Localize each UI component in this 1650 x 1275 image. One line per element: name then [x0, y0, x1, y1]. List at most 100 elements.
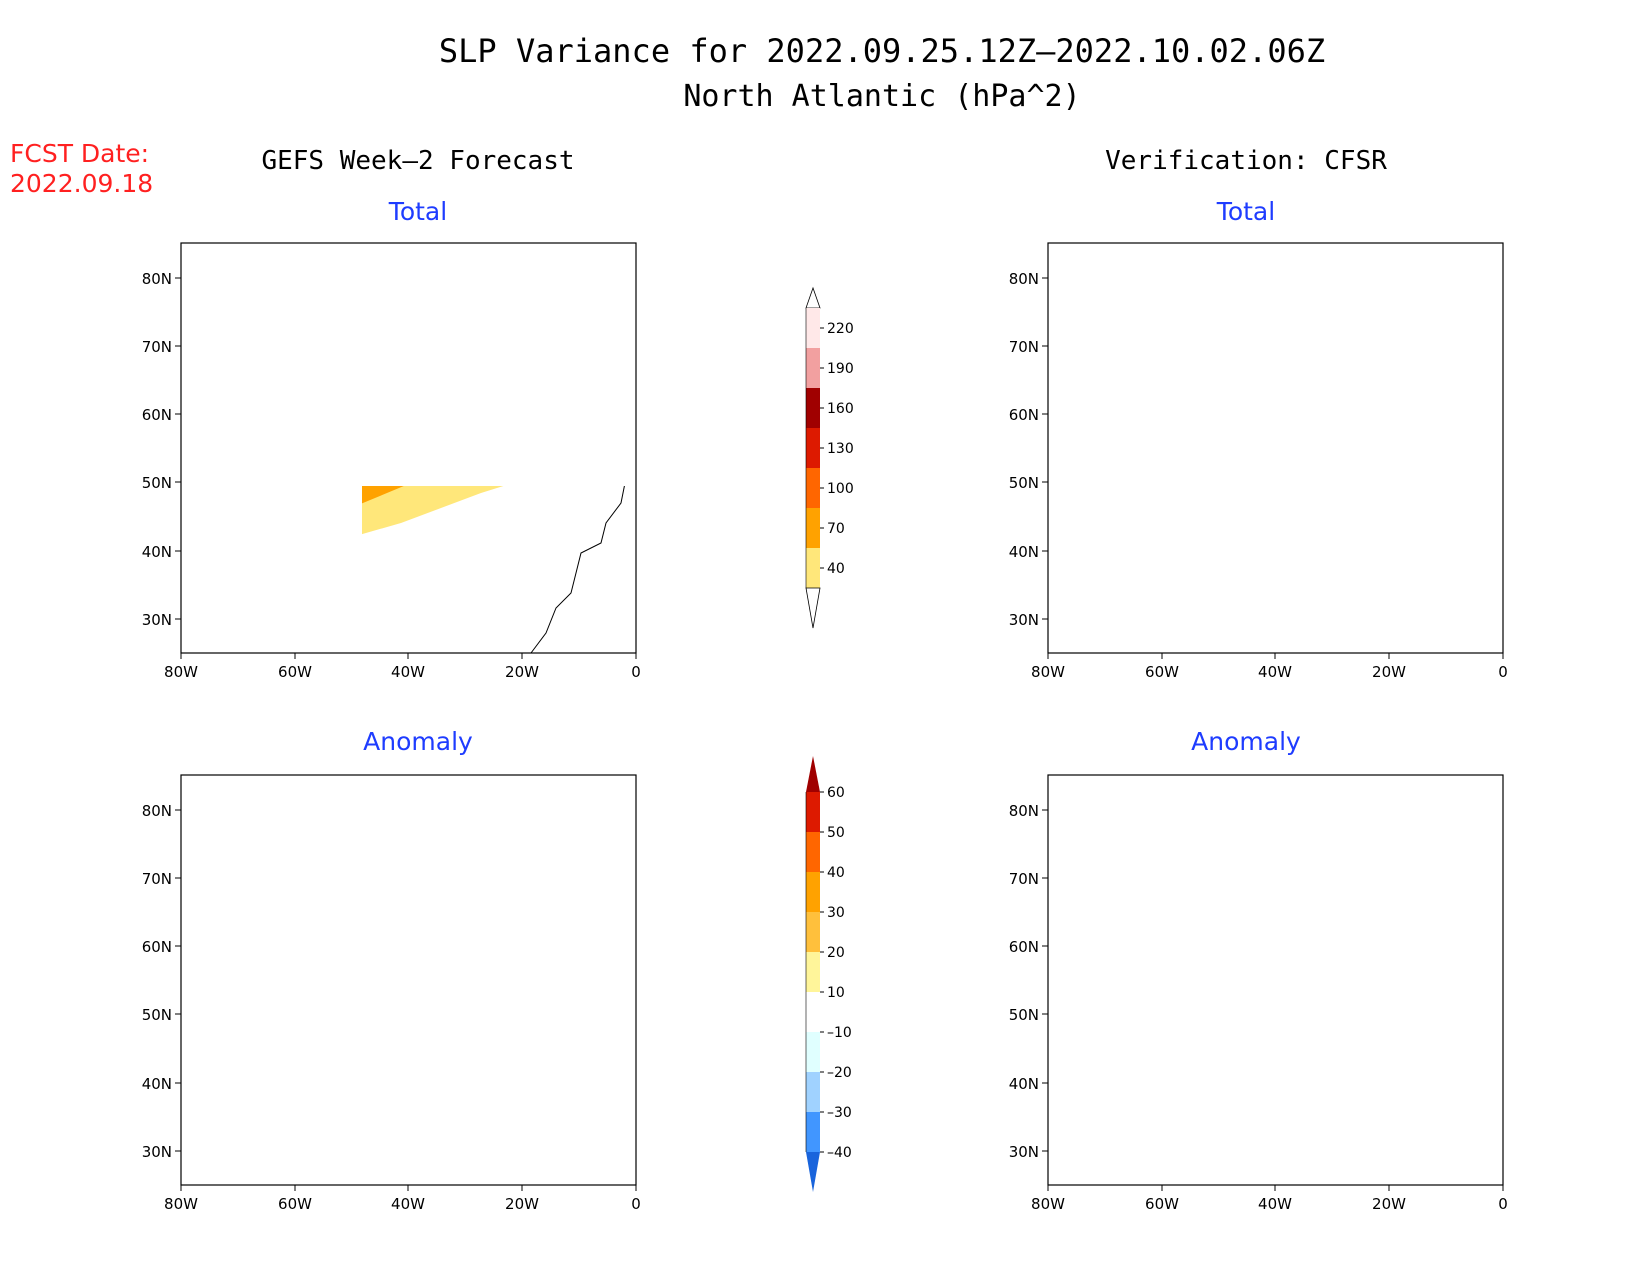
colorbar-total-label: 130 — [827, 441, 854, 457]
forecast-total-field — [362, 486, 637, 654]
lat-label: 30N — [142, 611, 172, 629]
lat-label: 40N — [1009, 1075, 1039, 1093]
lon-label: 40W — [1258, 663, 1292, 681]
lat-label: 60N — [1009, 406, 1039, 424]
verification-total-field — [1048, 243, 1503, 653]
lat-label: 80N — [142, 270, 172, 288]
colorbar-total-label: 220 — [827, 321, 854, 337]
colorbar-anomaly-swatch — [806, 952, 820, 992]
panel-title-verification-anomaly: Anomaly — [1191, 727, 1301, 756]
lat-label: 70N — [142, 870, 172, 888]
lon-label: 80W — [164, 663, 198, 681]
map-panel-forecast-anomaly — [180, 774, 637, 1186]
colorbar-anomaly-swatch — [806, 792, 820, 832]
colorbar-anomaly-arrow-bottom — [806, 1152, 820, 1192]
colorbar-anomaly-swatch — [806, 912, 820, 952]
colorbar-total-swatch — [806, 308, 820, 348]
lon-label: 80W — [1031, 663, 1065, 681]
lat-label: 80N — [1009, 270, 1039, 288]
map-panel-verification-anomaly — [1047, 774, 1504, 1186]
lon-label: 80W — [164, 1195, 198, 1213]
lon-label: 20W — [505, 663, 539, 681]
colorbar-anomaly-arrow-top — [806, 756, 820, 792]
fcst-date-label: FCST Date: — [10, 139, 149, 168]
colorbar-total-swatch — [806, 388, 820, 428]
forecast-anomaly-field — [181, 775, 636, 1185]
colorbar-anomaly-swatch — [806, 832, 820, 872]
lon-label: 0 — [631, 663, 641, 681]
lon-label: 20W — [1372, 1195, 1406, 1213]
colorbar-total-arrow-top — [805, 286, 821, 309]
figure-title: SLP Variance for 2022.09.25.12Z–2022.10.… — [439, 32, 1325, 70]
lon-label: 60W — [278, 1195, 312, 1213]
lat-label: 80N — [142, 802, 172, 820]
colorbar-anomaly-swatch — [806, 1072, 820, 1112]
lat-label: 30N — [1009, 611, 1039, 629]
lat-label: 70N — [142, 338, 172, 356]
colorbar-anomaly-label: –40 — [827, 1145, 852, 1161]
lat-label: 60N — [142, 406, 172, 424]
lon-label: 40W — [391, 663, 425, 681]
lon-label: 60W — [278, 663, 312, 681]
colorbar-anomaly-label: 50 — [827, 825, 845, 841]
map-panel-verification-total — [1047, 242, 1504, 654]
map-panel-forecast-total — [180, 242, 637, 654]
colorbar-total-swatch — [806, 508, 820, 548]
fcst-date-value: 2022.09.18 — [10, 169, 153, 198]
colorbar-anomaly-label: 20 — [827, 945, 845, 961]
colorbar-anomaly-swatch — [806, 872, 820, 912]
colorbar-total-label: 100 — [827, 481, 854, 497]
colorbar-anomaly: 60 50 40 30 20 10 –10 –20 –30 –40 — [805, 756, 852, 1192]
lon-label: 0 — [1498, 663, 1508, 681]
lat-label: 30N — [142, 1143, 172, 1161]
lat-label: 70N — [1009, 870, 1039, 888]
lon-label: 20W — [505, 1195, 539, 1213]
colorbar-anomaly-swatch — [806, 1112, 820, 1152]
lat-label: 50N — [142, 474, 172, 492]
lat-label: 30N — [1009, 1143, 1039, 1161]
colorbar-total-arrow-bottom — [805, 587, 821, 629]
panel-title-forecast-total: Total — [388, 197, 447, 226]
lon-label: 40W — [391, 1195, 425, 1213]
colorbar-anomaly-swatch — [806, 992, 820, 1032]
colorbar-total-swatch — [806, 348, 820, 388]
lat-label: 50N — [1009, 474, 1039, 492]
column-title-verification: Verification: CFSR — [1105, 146, 1387, 176]
colorbar-total-label: 40 — [827, 561, 845, 577]
lon-label: 0 — [631, 1195, 641, 1213]
lat-label: 50N — [142, 1006, 172, 1024]
lon-label: 40W — [1258, 1195, 1292, 1213]
verification-anomaly-field — [1048, 775, 1503, 1185]
colorbar-anomaly-label: –30 — [827, 1105, 852, 1121]
figure-subtitle: North Atlantic (hPa^2) — [683, 79, 1080, 114]
lon-label: 80W — [1031, 1195, 1065, 1213]
colorbar-anomaly-label: 60 — [827, 785, 845, 801]
colorbar-anomaly-label: 40 — [827, 865, 845, 881]
colorbar-total-swatch — [806, 428, 820, 468]
colorbar-total-label: 190 — [827, 361, 854, 377]
lat-label: 70N — [1009, 338, 1039, 356]
colorbar-total-swatch — [806, 468, 820, 508]
colorbar-anomaly-label: 10 — [827, 985, 845, 1001]
panel-title-verification-total: Total — [1216, 197, 1275, 226]
lon-label: 20W — [1372, 663, 1406, 681]
panel-title-forecast-anomaly: Anomaly — [363, 727, 473, 756]
colorbar-anomaly-label: –20 — [827, 1065, 852, 1081]
lon-label: 60W — [1145, 1195, 1179, 1213]
column-title-forecast: GEFS Week–2 Forecast — [261, 146, 574, 176]
lat-label: 60N — [1009, 938, 1039, 956]
colorbar-total-label: 70 — [827, 521, 845, 537]
colorbar-anomaly-label: 30 — [827, 905, 845, 921]
lat-label: 40N — [1009, 543, 1039, 561]
lat-label: 50N — [1009, 1006, 1039, 1024]
lat-label: 40N — [142, 1075, 172, 1093]
colorbar-total-label: 160 — [827, 401, 854, 417]
lat-label: 60N — [142, 938, 172, 956]
lat-label: 80N — [1009, 802, 1039, 820]
colorbar-anomaly-label: –10 — [827, 1025, 852, 1041]
colorbar-total: 220 190 160 130 100 70 40 — [805, 286, 854, 629]
map-axes: 80N 70N 60N 50N 40N 30N 80W 60W 40W 20W 0 80N 70N 60N… — [142, 270, 1508, 1213]
lon-label: 0 — [1498, 1195, 1508, 1213]
lon-label: 60W — [1145, 663, 1179, 681]
